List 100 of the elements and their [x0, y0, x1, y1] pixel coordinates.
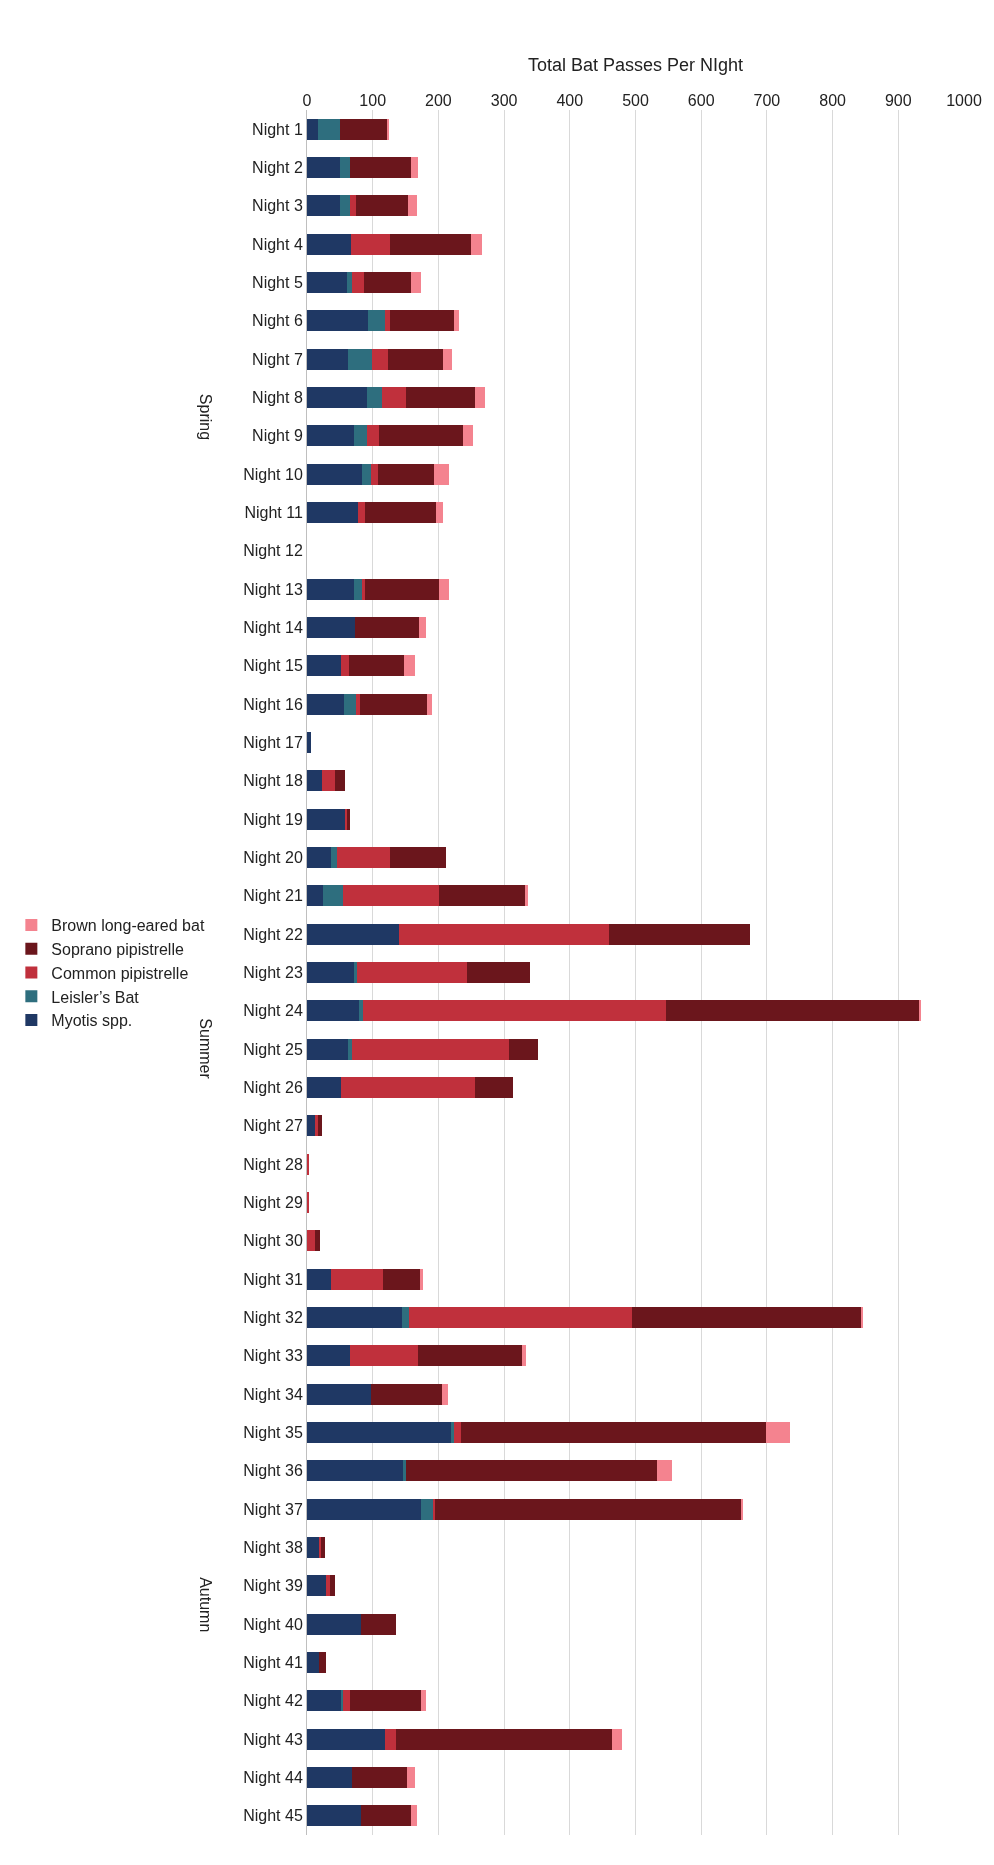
bar [307, 271, 348, 294]
bar [409, 1306, 633, 1329]
bar [390, 233, 472, 255]
y-tick-label: Night 29 [243, 1194, 303, 1212]
bar [408, 195, 418, 217]
bar [766, 1421, 790, 1444]
bar [307, 1345, 350, 1367]
bar [351, 1766, 407, 1789]
bar [307, 386, 368, 409]
bar [451, 1421, 454, 1444]
bar [356, 961, 468, 984]
bar [307, 961, 355, 984]
bar [307, 1460, 403, 1482]
y-tick-label: Night 32 [243, 1309, 303, 1327]
bar [608, 923, 750, 945]
bar [347, 271, 353, 294]
y-tick-label: Night 19 [243, 810, 303, 828]
bar [307, 156, 340, 179]
bar [632, 1306, 861, 1329]
y-tick-label: Night 27 [243, 1117, 303, 1135]
bar [433, 1498, 436, 1520]
x-tick-label: 100 [359, 91, 387, 109]
x-tick-label: 0 [302, 91, 312, 109]
bar [352, 1038, 509, 1060]
bar [307, 1268, 331, 1290]
bar [474, 1076, 514, 1099]
bar [368, 310, 385, 332]
y-tick-label: Night 39 [243, 1577, 303, 1595]
bar [378, 425, 464, 447]
bar [307, 425, 355, 447]
bar [364, 271, 412, 294]
bar [349, 195, 357, 217]
y-tick-label: Night 4 [252, 235, 303, 253]
y-tick-label: Night 26 [243, 1079, 303, 1097]
bar [382, 1268, 421, 1290]
bar [307, 1728, 386, 1750]
bar [467, 961, 531, 984]
bar [396, 1728, 612, 1750]
bar [354, 578, 363, 600]
y-tick-label: Night 31 [243, 1270, 303, 1288]
bar [390, 846, 446, 869]
bar [339, 195, 350, 217]
bar [341, 1076, 475, 1099]
bar [354, 425, 367, 447]
bar [347, 348, 373, 370]
bar [307, 1575, 327, 1597]
bar [362, 578, 365, 600]
bar [443, 348, 453, 370]
bar [403, 655, 416, 677]
bar [367, 386, 382, 409]
bar [441, 1383, 448, 1405]
bar [307, 501, 358, 524]
bar [307, 463, 362, 485]
y-tick-label: Night 12 [243, 542, 303, 560]
bar [387, 348, 443, 370]
bar [307, 846, 331, 869]
bar [390, 310, 455, 332]
bar [307, 1498, 421, 1520]
bar [410, 1805, 418, 1827]
bar [339, 156, 350, 179]
y-tick-label: Night 35 [243, 1424, 303, 1442]
bar [364, 501, 437, 524]
y-tick-label: Night 21 [243, 887, 303, 905]
x-tick-label: 800 [819, 91, 847, 109]
bar [436, 501, 443, 524]
x-tick-label: 600 [687, 91, 715, 109]
y-tick-label: Night 6 [252, 312, 303, 330]
bar [364, 578, 440, 600]
bar [307, 1230, 315, 1252]
legend-label: Common pipistrelle [51, 964, 189, 982]
y-tick-label: Night 34 [243, 1385, 303, 1403]
bar [343, 693, 356, 715]
bar [307, 693, 344, 715]
bar [307, 1613, 361, 1635]
bar [349, 1690, 421, 1712]
bar [371, 463, 378, 485]
bar [339, 118, 388, 140]
bar [439, 578, 449, 600]
y-tick-label: Night 18 [243, 772, 303, 790]
bar [666, 1000, 920, 1022]
y-tick-label: Night 8 [252, 389, 303, 407]
bar [307, 770, 323, 792]
bar [410, 156, 419, 179]
y-tick-label: Night 10 [243, 465, 303, 483]
bar [406, 1766, 416, 1789]
bar [326, 1575, 330, 1597]
bar [307, 1690, 342, 1712]
bar [307, 885, 324, 907]
y-tick-label: Night 42 [243, 1692, 303, 1710]
bar [307, 923, 399, 945]
bar [307, 1076, 342, 1099]
bar [525, 885, 528, 907]
bar [307, 731, 311, 754]
bar [307, 233, 352, 255]
bar [426, 693, 432, 715]
legend-label: Brown long-eared bat [51, 917, 205, 935]
bar [372, 348, 388, 370]
bar [354, 616, 419, 639]
bar [360, 1613, 396, 1635]
bar [330, 1575, 335, 1597]
